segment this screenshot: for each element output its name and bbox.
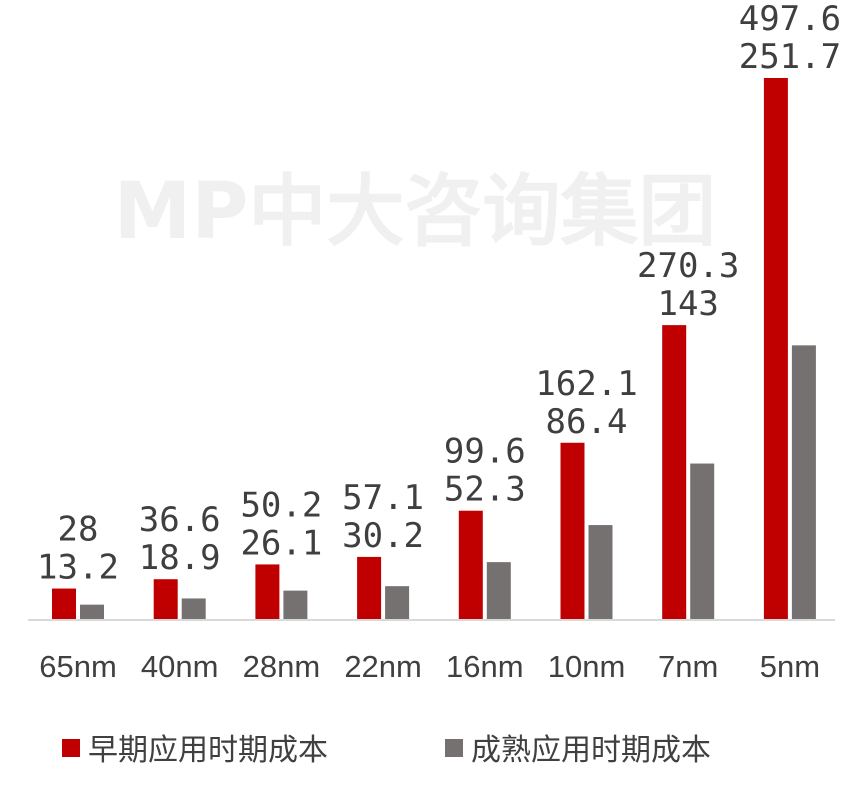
data-label-early: 99.6: [444, 432, 526, 472]
data-label-mature: 26.1: [240, 523, 322, 563]
bar-mature-40nm: [181, 598, 206, 619]
data-label-mature: 18.9: [139, 538, 221, 578]
x-tick-label: 10nm: [548, 649, 626, 684]
bar-early-22nm: [357, 556, 382, 619]
bar-early-16nm: [458, 510, 483, 619]
bar-mature-22nm: [385, 586, 410, 619]
data-label-early: 50.2: [240, 485, 322, 525]
x-tick-label: 5nm: [760, 649, 820, 684]
legend-swatch: [62, 739, 80, 757]
bar-mature-7nm: [690, 463, 715, 619]
bar-early-28nm: [255, 564, 280, 619]
legend-label: 早期应用时期成本: [88, 733, 328, 768]
bar-early-5nm: [763, 78, 788, 619]
data-label-early: 57.1: [342, 478, 424, 518]
bar-early-7nm: [662, 325, 687, 619]
bar-early-40nm: [153, 579, 178, 619]
data-label-early: 36.6: [139, 500, 221, 540]
bar-mature-16nm: [486, 562, 511, 619]
x-tick-label: 28nm: [243, 649, 321, 684]
data-label-early: 497.6: [739, 0, 841, 39]
data-label-mature: 13.2: [37, 548, 119, 588]
data-label-mature: 52.3: [444, 470, 526, 510]
watermark: MP中大咨询集团: [114, 167, 717, 257]
legend: 早期应用时期成本 成熟应用时期成本: [62, 733, 711, 768]
data-label-mature: 86.4: [546, 402, 628, 442]
legend-label: 成熟应用时期成本: [471, 733, 711, 768]
data-label-early: 28: [58, 510, 99, 550]
data-label-early: 162.1: [535, 364, 637, 404]
x-tick-label: 7nm: [658, 649, 718, 684]
bar-mature-65nm: [80, 604, 104, 619]
x-tick-label: 16nm: [446, 649, 524, 684]
bar-mature-10nm: [588, 525, 613, 619]
x-tick-label: 65nm: [39, 649, 117, 684]
x-tick-label: 22nm: [344, 649, 422, 684]
bar-early-10nm: [560, 442, 585, 619]
legend-swatch: [445, 739, 463, 757]
data-label-mature: 30.2: [342, 516, 424, 556]
data-label-mature: 251.7: [739, 37, 841, 77]
bar-early-65nm: [52, 588, 76, 619]
data-label-mature: 143: [657, 284, 718, 324]
data-label-early: 270.3: [637, 246, 739, 286]
x-tick-label: 40nm: [141, 649, 219, 684]
bar-mature-28nm: [283, 590, 308, 619]
bar-mature-5nm: [791, 345, 816, 619]
